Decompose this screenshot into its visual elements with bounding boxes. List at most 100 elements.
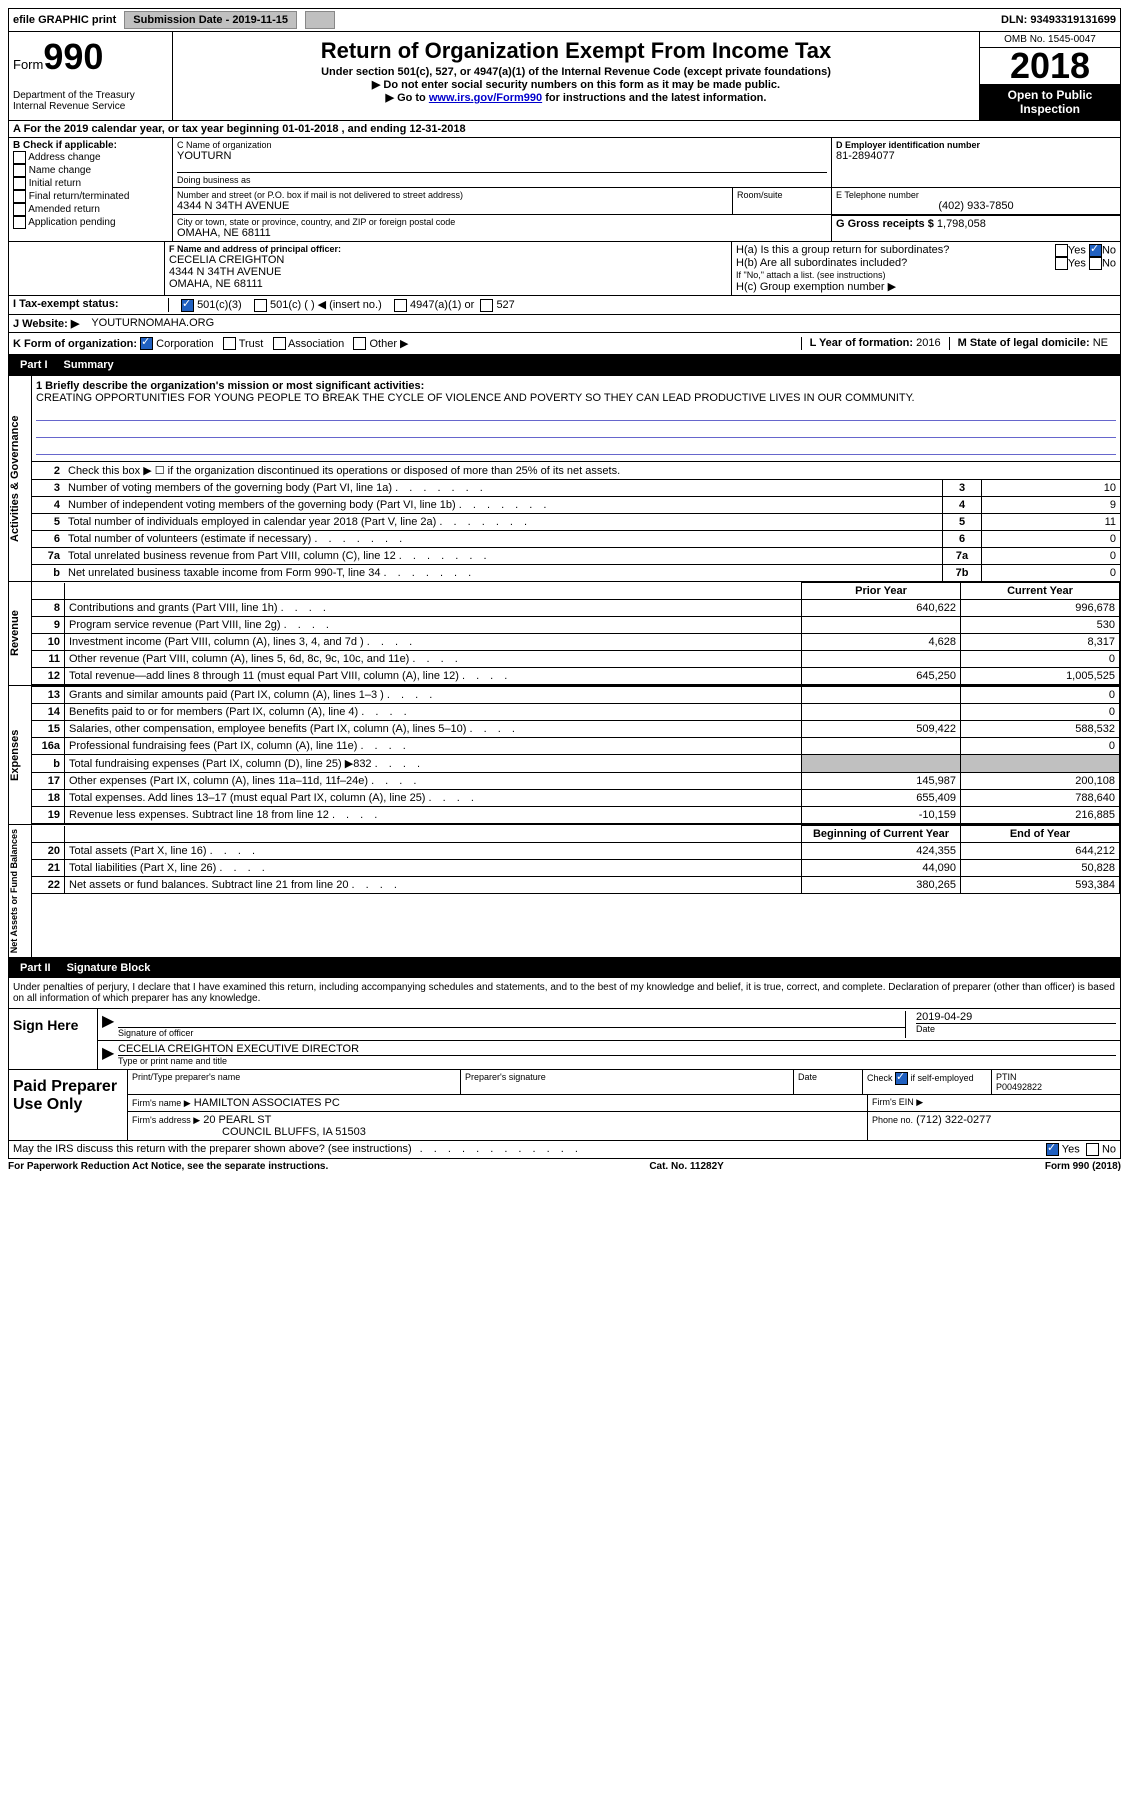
part1-body: Activities & Governance 1 Briefly descri… [8, 375, 1121, 582]
prior-year-val: 640,622 [802, 600, 961, 617]
cb-corp[interactable] [140, 337, 153, 350]
line-num: 17 [32, 773, 65, 790]
activities-table: 2Check this box ▶ ☐ if the organization … [32, 461, 1120, 581]
gross-label: G Gross receipts $ [836, 218, 934, 230]
section-c: C Name of organization YOUTURN Doing bus… [173, 138, 1120, 241]
line-num: 22 [32, 877, 65, 894]
org-name-label: C Name of organization [177, 140, 827, 150]
sign-here-label: Sign Here [9, 1009, 98, 1069]
line-desc: Net unrelated business taxable income fr… [64, 565, 943, 582]
sig-name-label: Type or print name and title [118, 1056, 1116, 1066]
current-year-val: 1,005,525 [961, 668, 1120, 685]
l-label: L Year of formation: [810, 337, 914, 349]
line-desc: Total number of volunteers (estimate if … [64, 531, 943, 548]
prep-h2: Preparer's signature [461, 1070, 794, 1094]
line-num: b [32, 755, 65, 773]
date-label: Date [916, 1023, 1116, 1034]
line-desc: Benefits paid to or for members (Part IX… [65, 704, 802, 721]
line-box: 5 [943, 514, 982, 531]
cb-527[interactable] [480, 299, 493, 312]
top-toolbar: efile GRAPHIC print Submission Date - 20… [8, 8, 1121, 32]
prep-self-employed: Check if self-employed [863, 1070, 992, 1094]
i-label: I Tax-exempt status: [13, 298, 119, 310]
page-footer: For Paperwork Reduction Act Notice, see … [8, 1159, 1121, 1174]
cb-discuss-no[interactable] [1086, 1143, 1099, 1156]
cb-assoc[interactable] [273, 337, 286, 350]
cb-amended[interactable]: Amended return [13, 203, 168, 216]
footer-mid: Cat. No. 11282Y [649, 1161, 723, 1172]
sections-fh: F Name and address of principal officer:… [8, 242, 1121, 296]
header-left: Form990 Department of the Treasury Inter… [9, 32, 173, 120]
prior-year-val [802, 651, 961, 668]
cb-self-employed[interactable] [895, 1072, 908, 1085]
room-label: Room/suite [737, 190, 827, 200]
revenue-block: Revenue Prior YearCurrent Year 8 Contrib… [8, 582, 1121, 686]
cb-app-pending[interactable]: Application pending [13, 216, 168, 229]
officer-addr2: OMAHA, NE 68111 [169, 278, 727, 290]
part1-title: Summary [56, 359, 114, 371]
th-prior-year: Prior Year [802, 583, 961, 600]
prior-year-val: 645,250 [802, 668, 961, 685]
discuss-row: May the IRS discuss this return with the… [8, 1141, 1121, 1159]
cb-discuss-yes[interactable] [1046, 1143, 1059, 1156]
cb-name-change[interactable]: Name change [13, 164, 168, 177]
prep-ptin-cell: PTIN P00492822 [992, 1070, 1120, 1094]
cb-final-return[interactable]: Final return/terminated [13, 190, 168, 203]
current-year-val: 0 [961, 651, 1120, 668]
m-value: NE [1093, 337, 1108, 349]
cb-initial-return[interactable]: Initial return [13, 177, 168, 190]
sig-name: CECELIA CREIGHTON EXECUTIVE DIRECTOR [118, 1043, 1116, 1056]
sections-klm: K Form of organization: Corporation Trus… [8, 333, 1121, 356]
current-year-val: 0 [961, 738, 1120, 755]
line-desc: Contributions and grants (Part VIII, lin… [65, 600, 802, 617]
city-label: City or town, state or province, country… [177, 217, 827, 227]
form-subtitle: Under section 501(c), 527, or 4947(a)(1)… [177, 66, 975, 78]
vtab-activities: Activities & Governance [9, 376, 32, 581]
line-num: 21 [32, 860, 65, 877]
sig-date: 2019-04-29 [916, 1011, 1116, 1023]
irs-link[interactable]: www.irs.gov/Form990 [429, 92, 542, 104]
current-year-val: 644,212 [961, 843, 1120, 860]
ein-label: D Employer identification number [836, 140, 1116, 150]
cb-trust[interactable] [223, 337, 236, 350]
line-desc: Number of independent voting members of … [64, 497, 943, 514]
line-desc: Total fundraising expenses (Part IX, col… [65, 755, 802, 773]
cb-501c3[interactable] [181, 299, 194, 312]
signature-block: Under penalties of perjury, I declare th… [8, 978, 1121, 1070]
cb-501c[interactable] [254, 299, 267, 312]
arrow-icon: ▶ [102, 1043, 118, 1067]
cb-4947[interactable] [394, 299, 407, 312]
section-f: F Name and address of principal officer:… [165, 242, 731, 295]
section-h: H(a) Is this a group return for subordin… [731, 242, 1120, 295]
line-desc: Number of voting members of the governin… [64, 480, 943, 497]
cb-other[interactable] [353, 337, 366, 350]
dln-label: DLN: 93493319131699 [1001, 14, 1116, 26]
line-num: 9 [32, 617, 65, 634]
dept-label: Department of the Treasury Internal Reve… [13, 90, 168, 112]
submission-date-button[interactable]: Submission Date - 2019-11-15 [124, 11, 297, 29]
line-num: 19 [32, 807, 65, 824]
l-value: 2016 [916, 337, 940, 349]
discuss-text: May the IRS discuss this return with the… [13, 1143, 412, 1156]
line-box: 7a [943, 548, 982, 565]
firm-addr-label: Firm's address ▶ [132, 1115, 200, 1125]
part2-num: Part II [12, 960, 59, 976]
line-num: 11 [32, 651, 65, 668]
line-val: 0 [982, 531, 1121, 548]
prior-year-val: 44,090 [802, 860, 961, 877]
blank-button[interactable] [305, 11, 335, 29]
prior-year-val: 380,265 [802, 877, 961, 894]
line-desc: Total expenses. Add lines 13–17 (must eq… [65, 790, 802, 807]
prior-year-val [802, 687, 961, 704]
prior-year-val [802, 704, 961, 721]
prior-year-val: 655,409 [802, 790, 961, 807]
addr-label: Number and street (or P.O. box if mail i… [177, 190, 728, 200]
vtab-revenue: Revenue [9, 582, 32, 685]
line-desc: Revenue less expenses. Subtract line 18 … [65, 807, 802, 824]
line-desc: Total unrelated business revenue from Pa… [64, 548, 943, 565]
current-year-val: 50,828 [961, 860, 1120, 877]
revenue-table: Prior YearCurrent Year 8 Contributions a… [32, 582, 1120, 685]
cb-address-change[interactable]: Address change [13, 151, 168, 164]
part1-header: Part I Summary [8, 355, 1121, 375]
sections-ij: I Tax-exempt status: 501(c)(3) 501(c) ( … [8, 296, 1121, 315]
